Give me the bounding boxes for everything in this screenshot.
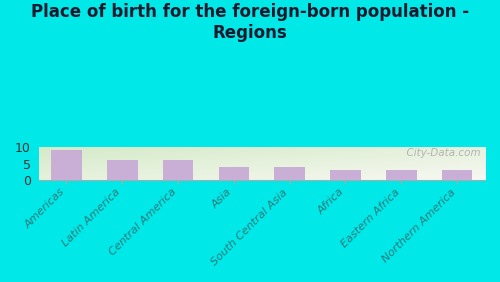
Bar (442, 170, 472, 180)
Bar (107, 160, 138, 180)
Bar (274, 167, 305, 180)
Bar (330, 170, 361, 180)
Text: City-Data.com: City-Data.com (400, 148, 480, 158)
Bar (218, 167, 249, 180)
Bar (162, 160, 194, 180)
Bar (386, 170, 416, 180)
Bar (51, 150, 82, 180)
Text: Place of birth for the foreign-born population -
Regions: Place of birth for the foreign-born popu… (31, 3, 469, 42)
